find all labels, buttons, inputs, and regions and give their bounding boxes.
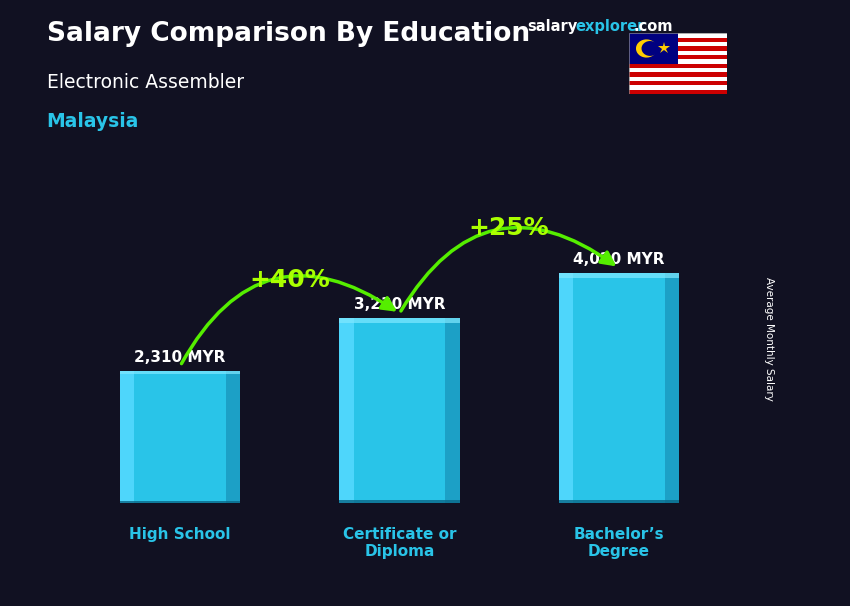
Bar: [629, 59, 727, 64]
Bar: [629, 72, 727, 76]
Text: Electronic Assembler: Electronic Assembler: [47, 73, 244, 92]
Text: .com: .com: [633, 19, 672, 35]
Text: Certificate or
Diploma: Certificate or Diploma: [343, 527, 456, 559]
Text: +25%: +25%: [469, 216, 549, 240]
Bar: [339, 318, 354, 503]
Text: explorer: explorer: [575, 19, 645, 35]
Bar: [629, 55, 727, 59]
Bar: [226, 371, 241, 503]
Bar: [558, 273, 679, 503]
Bar: [339, 318, 460, 322]
Bar: [120, 501, 241, 503]
Text: Malaysia: Malaysia: [47, 112, 139, 131]
Text: 2,310 MYR: 2,310 MYR: [134, 350, 226, 365]
Bar: [665, 273, 679, 503]
Bar: [445, 318, 460, 503]
Text: salary: salary: [527, 19, 577, 35]
Bar: [629, 64, 727, 68]
Bar: [629, 90, 727, 94]
Bar: [629, 38, 727, 42]
Bar: [629, 33, 677, 64]
Text: 4,020 MYR: 4,020 MYR: [573, 252, 665, 267]
Bar: [120, 371, 134, 503]
Bar: [558, 273, 679, 278]
Bar: [629, 33, 727, 38]
Bar: [629, 46, 727, 51]
Bar: [629, 85, 727, 90]
Bar: [629, 76, 727, 81]
Bar: [120, 371, 241, 503]
Bar: [339, 500, 460, 503]
Bar: [629, 42, 727, 46]
Bar: [558, 499, 679, 503]
Text: Salary Comparison By Education: Salary Comparison By Education: [47, 21, 530, 47]
Bar: [339, 318, 460, 503]
Text: +40%: +40%: [249, 267, 330, 291]
Bar: [629, 81, 727, 85]
Text: 3,230 MYR: 3,230 MYR: [354, 297, 445, 312]
Bar: [120, 371, 241, 374]
Text: Bachelor’s
Degree: Bachelor’s Degree: [574, 527, 664, 559]
Bar: [629, 68, 727, 72]
Wedge shape: [636, 39, 655, 58]
Wedge shape: [642, 41, 658, 56]
Text: Average Monthly Salary: Average Monthly Salary: [764, 278, 774, 401]
Bar: [558, 273, 573, 503]
Bar: [629, 51, 727, 55]
Text: High School: High School: [129, 527, 231, 542]
